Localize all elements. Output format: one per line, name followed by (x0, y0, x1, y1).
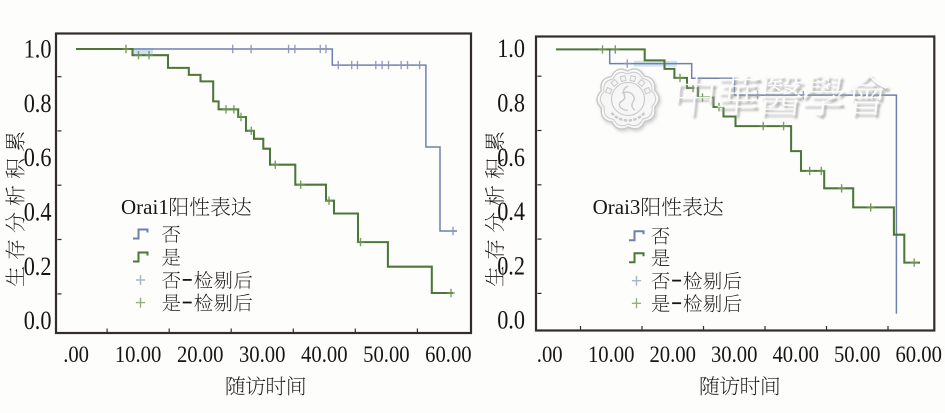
svg-text:0.8: 0.8 (24, 89, 52, 118)
svg-text:60.00: 60.00 (895, 342, 942, 367)
svg-text:0.2: 0.2 (497, 251, 525, 280)
svg-text:0.6: 0.6 (24, 143, 52, 172)
svg-text:Orai1: Orai1 (121, 195, 169, 219)
svg-text:1.0: 1.0 (24, 35, 52, 64)
svg-text:60.00: 60.00 (425, 342, 472, 367)
svg-text:Orai3: Orai3 (593, 195, 641, 219)
svg-text:1.0: 1.0 (497, 34, 525, 63)
svg-text:30.00: 30.00 (711, 342, 758, 367)
svg-text:20.00: 20.00 (649, 342, 696, 367)
svg-text:.00: .00 (537, 342, 563, 367)
svg-text:0.8: 0.8 (497, 89, 525, 118)
svg-text:10.00: 10.00 (115, 342, 162, 367)
svg-text:10.00: 10.00 (588, 342, 635, 367)
svg-text:0.0: 0.0 (24, 306, 52, 335)
svg-text:40.00: 40.00 (301, 342, 348, 367)
svg-text:0.4: 0.4 (24, 198, 52, 227)
svg-text:20.00: 20.00 (177, 342, 224, 367)
svg-text:40.00: 40.00 (772, 342, 819, 367)
svg-text:.00: .00 (63, 342, 89, 367)
svg-text:0.0: 0.0 (497, 306, 525, 335)
svg-text:50.00: 50.00 (834, 342, 881, 367)
svg-text:50.00: 50.00 (363, 342, 410, 367)
svg-text:0.4: 0.4 (497, 197, 525, 226)
svg-text:30.00: 30.00 (239, 342, 286, 367)
svg-text:0.2: 0.2 (24, 252, 52, 281)
